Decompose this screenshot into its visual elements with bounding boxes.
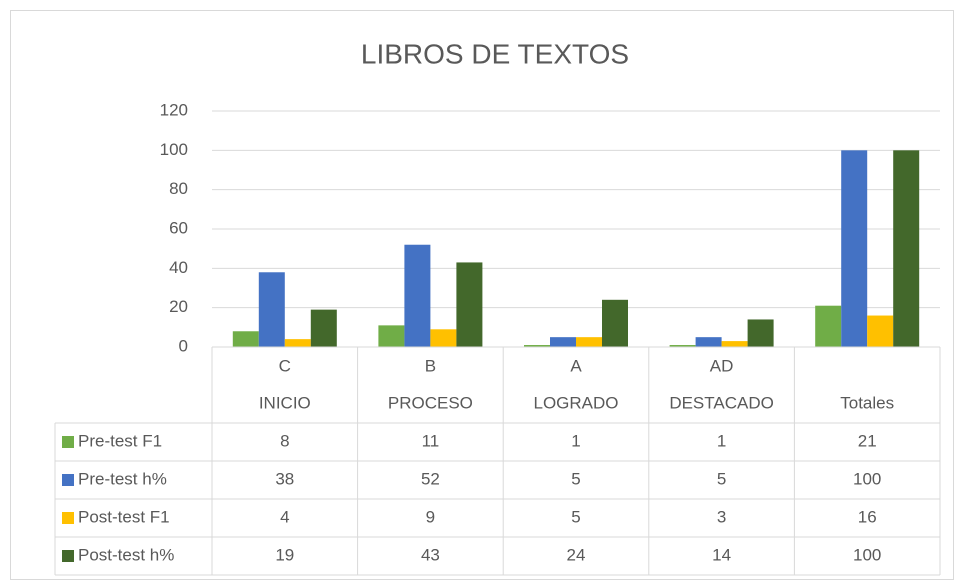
bar bbox=[284, 339, 311, 347]
table-cell: 16 bbox=[858, 507, 877, 526]
y-tick-label: 40 bbox=[169, 258, 188, 277]
y-tick-label: 0 bbox=[179, 336, 188, 355]
table-cell: 100 bbox=[853, 545, 881, 564]
x-group-label: AD bbox=[710, 356, 734, 375]
table-cell: 24 bbox=[567, 545, 586, 564]
y-tick-label: 20 bbox=[169, 297, 188, 316]
bar bbox=[576, 337, 602, 347]
bar bbox=[841, 150, 868, 347]
legend-label: Post-test h% bbox=[78, 545, 174, 564]
legend-swatch bbox=[62, 512, 74, 524]
bar bbox=[695, 337, 722, 347]
bar bbox=[669, 345, 696, 347]
legend-label: Post-test F1 bbox=[78, 507, 170, 526]
x-tick-label: Totales bbox=[840, 393, 894, 412]
chart-title: LIBROS DE TEXTOS bbox=[361, 38, 629, 69]
table-cell: 5 bbox=[571, 507, 580, 526]
table-cell: 21 bbox=[858, 431, 877, 450]
x-tick-label: LOGRADO bbox=[533, 393, 618, 412]
table-cell: 8 bbox=[280, 431, 289, 450]
x-group-label: B bbox=[425, 356, 436, 375]
table-cell: 52 bbox=[421, 469, 440, 488]
y-tick-label: 100 bbox=[160, 140, 188, 159]
table-cell: 38 bbox=[275, 469, 294, 488]
legend-label: Pre-test F1 bbox=[78, 431, 162, 450]
bar bbox=[378, 325, 405, 347]
table-cell: 9 bbox=[426, 507, 435, 526]
x-group-label: A bbox=[570, 356, 582, 375]
bar bbox=[456, 262, 483, 347]
bar bbox=[232, 331, 259, 347]
table-cell: 1 bbox=[717, 431, 726, 450]
table-cell: 19 bbox=[275, 545, 294, 564]
y-tick-label: 120 bbox=[160, 100, 188, 119]
x-tick-label: DESTACADO bbox=[669, 393, 774, 412]
x-tick-label: INICIO bbox=[259, 393, 311, 412]
bar bbox=[893, 150, 920, 347]
bar bbox=[721, 341, 748, 347]
bar bbox=[550, 337, 576, 347]
legend-swatch bbox=[62, 550, 74, 562]
table-cell: 4 bbox=[280, 507, 289, 526]
bar bbox=[310, 309, 337, 347]
y-tick-label: 80 bbox=[169, 179, 188, 198]
table-cell: 3 bbox=[717, 507, 726, 526]
table-cell: 5 bbox=[571, 469, 580, 488]
table-cell: 11 bbox=[422, 431, 440, 450]
table-cell: 5 bbox=[717, 469, 726, 488]
bar bbox=[258, 272, 285, 347]
table-cell: 100 bbox=[853, 469, 881, 488]
bar bbox=[524, 345, 550, 347]
x-tick-label: PROCESO bbox=[388, 393, 473, 412]
y-tick-label: 60 bbox=[169, 218, 188, 237]
legend-label: Pre-test h% bbox=[78, 469, 167, 488]
table-cell: 43 bbox=[421, 545, 440, 564]
bar bbox=[867, 315, 894, 347]
bar bbox=[430, 329, 457, 347]
bar bbox=[404, 244, 431, 347]
table-cell: 1 bbox=[571, 431, 580, 450]
bar bbox=[602, 299, 628, 347]
bar bbox=[815, 305, 842, 347]
legend-swatch bbox=[62, 474, 74, 486]
table-cell: 14 bbox=[712, 545, 731, 564]
bar bbox=[747, 319, 774, 347]
legend-swatch bbox=[62, 436, 74, 448]
x-group-label: C bbox=[279, 356, 291, 375]
